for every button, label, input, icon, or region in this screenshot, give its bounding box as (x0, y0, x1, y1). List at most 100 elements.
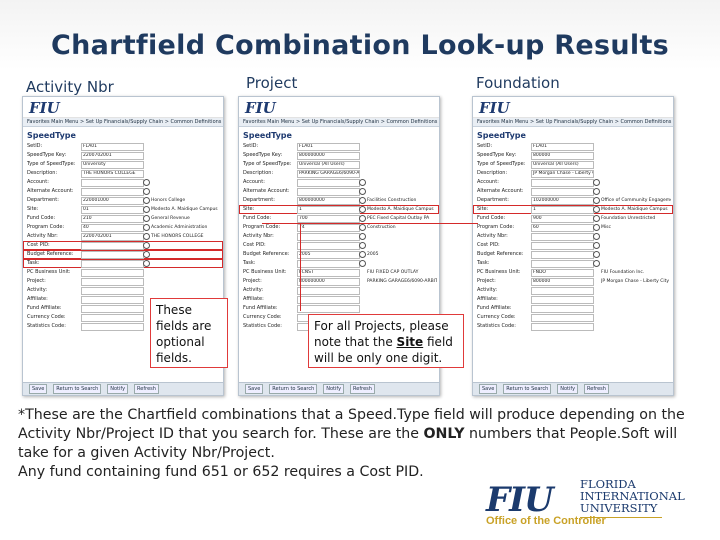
field-input[interactable] (297, 305, 360, 313)
return-to-search-button[interactable]: Return to Search (53, 384, 102, 394)
field-input[interactable] (81, 305, 144, 313)
field-input[interactable] (531, 323, 594, 331)
lookup-icon[interactable] (359, 242, 366, 249)
refresh-button[interactable]: Refresh (584, 384, 609, 394)
field-input[interactable] (531, 287, 594, 295)
field-input[interactable]: JP Morgan Chase - Liberty City (531, 170, 594, 178)
field-input[interactable]: 800000000 (297, 197, 360, 205)
return-to-search-button[interactable]: Return to Search (269, 384, 318, 394)
lookup-icon[interactable] (143, 206, 150, 213)
field-input[interactable]: 1 (531, 206, 594, 214)
refresh-button[interactable]: Refresh (134, 384, 159, 394)
save-button[interactable]: Save (245, 384, 264, 394)
breadcrumb[interactable]: Favorites Main Menu > Set Up Financials/… (239, 118, 439, 127)
lookup-icon[interactable] (359, 215, 366, 222)
field-input[interactable]: THE HONORS COLLEGE (81, 170, 144, 178)
field-input[interactable]: 01 (81, 206, 144, 214)
lookup-icon[interactable] (359, 233, 366, 240)
field-input[interactable]: 2005 (297, 251, 360, 259)
field-input[interactable] (81, 260, 144, 268)
field-input[interactable] (81, 242, 144, 250)
lookup-icon[interactable] (593, 188, 600, 195)
field-input[interactable]: 800000 (531, 152, 594, 160)
field-input[interactable]: 1 (297, 206, 360, 214)
field-input[interactable]: Universal (All Users) (297, 161, 360, 169)
field-input[interactable]: 2200702001 (81, 152, 144, 160)
breadcrumb[interactable]: Favorites Main Menu > Set Up Financials/… (473, 118, 673, 127)
field-input[interactable] (81, 251, 144, 259)
field-input[interactable]: 74 (297, 224, 360, 232)
lookup-icon[interactable] (593, 206, 600, 213)
lookup-icon[interactable] (143, 233, 150, 240)
lookup-icon[interactable] (593, 179, 600, 186)
lookup-icon[interactable] (359, 188, 366, 195)
lookup-icon[interactable] (359, 251, 366, 258)
field-input[interactable] (531, 188, 594, 196)
breadcrumb[interactable]: Favorites Main Menu > Set Up Financials/… (23, 118, 223, 127)
field-input[interactable] (297, 260, 360, 268)
lookup-icon[interactable] (143, 260, 150, 267)
field-input[interactable]: FCNST (297, 269, 360, 277)
field-input[interactable]: 60 (531, 224, 594, 232)
field-input[interactable]: 900 (531, 215, 594, 223)
lookup-icon[interactable] (143, 224, 150, 231)
field-input[interactable]: 40 (81, 224, 144, 232)
lookup-icon[interactable] (593, 197, 600, 204)
field-input[interactable]: 210 (81, 215, 144, 223)
field-input[interactable] (531, 296, 594, 304)
lookup-icon[interactable] (143, 179, 150, 186)
field-input[interactable] (531, 233, 594, 241)
lookup-icon[interactable] (143, 197, 150, 204)
notify-button[interactable]: Notify (107, 384, 129, 394)
field-input[interactable] (81, 287, 144, 295)
field-input[interactable] (81, 296, 144, 304)
field-input[interactable] (297, 287, 360, 295)
lookup-icon[interactable] (593, 242, 600, 249)
field-input[interactable] (81, 179, 144, 187)
lookup-icon[interactable] (359, 179, 366, 186)
field-input[interactable]: FLA01 (531, 143, 594, 151)
field-input[interactable]: 102000000 (531, 197, 594, 205)
field-input[interactable]: 2200702001 (81, 233, 144, 241)
field-input[interactable] (531, 179, 594, 187)
field-input[interactable] (297, 296, 360, 304)
field-input[interactable] (81, 269, 144, 277)
field-input[interactable]: 800000000 (297, 152, 360, 160)
save-button[interactable]: Save (479, 384, 498, 394)
refresh-button[interactable]: Refresh (350, 384, 375, 394)
field-input[interactable]: PARKING GARAGE6/6090-ARBITRAGE (297, 170, 360, 178)
lookup-icon[interactable] (593, 224, 600, 231)
lookup-icon[interactable] (593, 233, 600, 240)
notify-button[interactable]: Notify (557, 384, 579, 394)
save-button[interactable]: Save (29, 384, 48, 394)
lookup-icon[interactable] (359, 197, 366, 204)
field-input[interactable] (297, 242, 360, 250)
field-input[interactable]: 800000000 (297, 278, 360, 286)
field-input[interactable] (297, 188, 360, 196)
lookup-icon[interactable] (143, 242, 150, 249)
field-input[interactable] (297, 233, 360, 241)
field-input[interactable] (531, 314, 594, 322)
field-input[interactable]: 220001000 (81, 197, 144, 205)
field-input[interactable]: FLA01 (81, 143, 144, 151)
field-input[interactable] (81, 314, 144, 322)
field-input[interactable]: University (81, 161, 144, 169)
lookup-icon[interactable] (143, 251, 150, 258)
return-to-search-button[interactable]: Return to Search (503, 384, 552, 394)
lookup-icon[interactable] (593, 260, 600, 267)
lookup-icon[interactable] (359, 260, 366, 267)
lookup-icon[interactable] (593, 215, 600, 222)
lookup-icon[interactable] (359, 224, 366, 231)
field-input[interactable] (81, 323, 144, 331)
field-input[interactable] (297, 179, 360, 187)
field-input[interactable]: Universal (All Users) (531, 161, 594, 169)
field-input[interactable] (531, 260, 594, 268)
notify-button[interactable]: Notify (323, 384, 345, 394)
field-input[interactable] (531, 251, 594, 259)
field-input[interactable] (531, 242, 594, 250)
field-input[interactable]: 700 (297, 215, 360, 223)
lookup-icon[interactable] (593, 251, 600, 258)
field-input[interactable] (81, 188, 144, 196)
field-input[interactable]: FNDO (531, 269, 594, 277)
lookup-icon[interactable] (143, 188, 150, 195)
